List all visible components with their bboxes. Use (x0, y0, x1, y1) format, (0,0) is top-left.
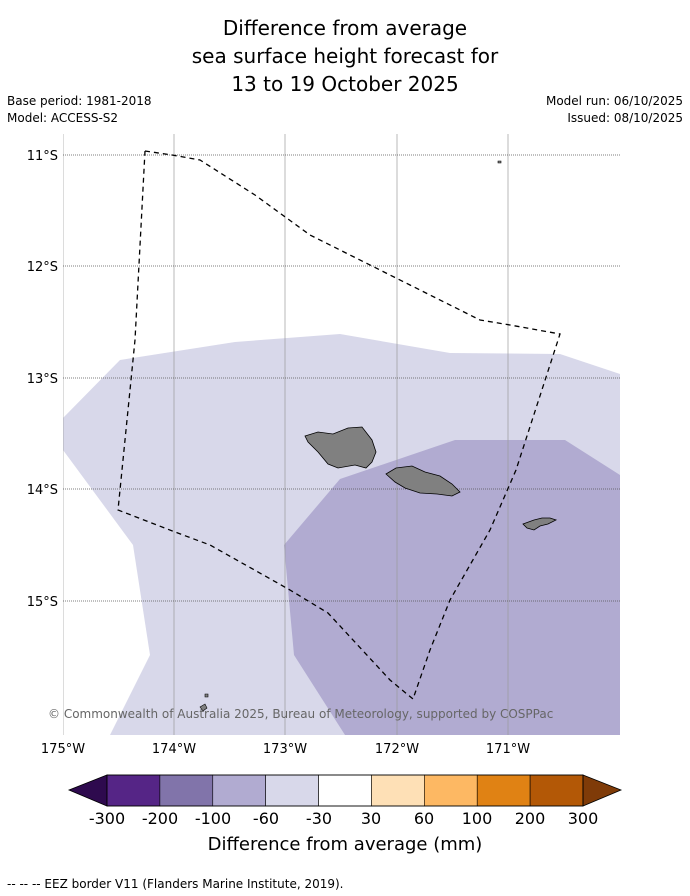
map-area (63, 134, 620, 735)
colorbar-cell (424, 774, 478, 807)
lon-label-174w: 174°W (152, 742, 196, 757)
colorbar-tick: 30 (361, 809, 381, 828)
base-period-text: Base period: 1981-2018 (7, 94, 152, 108)
latitude-labels: 11°S 12°S 13°S 14°S 15°S (27, 149, 58, 610)
colorbar-cell (529, 774, 584, 807)
eez-border (117, 150, 561, 701)
title-line-3: 13 to 19 October 2025 (231, 72, 459, 96)
lat-label-12s: 12°S (27, 260, 58, 275)
longitude-labels: 175°W 174°W 173°W 172°W 171°W (41, 742, 530, 757)
colorbar-tick: 300 (568, 809, 599, 828)
colorbar-tick: -60 (253, 809, 279, 828)
anomaly-region-dark (284, 440, 620, 735)
tutuila-island (522, 517, 558, 531)
colorbar-cell (212, 774, 266, 807)
colorbar-cell (265, 774, 319, 807)
lon-label-173w: 173°W (263, 742, 307, 757)
title-line-2: sea surface height forecast for (191, 44, 499, 68)
colorbar-cell (371, 774, 425, 807)
colorbar-extend-low (67, 774, 108, 807)
model-text: Model: ACCESS-S2 (7, 111, 119, 125)
lat-label-15s: 15°S (27, 595, 58, 610)
small-island-south (199, 703, 208, 712)
upolu-island (385, 465, 461, 497)
lat-label-14s: 14°S (27, 483, 58, 498)
small-island-north (497, 160, 502, 164)
issued-text: Issued: 08/10/2025 (567, 111, 683, 125)
colorbar-tick: 100 (462, 809, 493, 828)
colorbar-tick: -300 (89, 809, 125, 828)
colorbar-cell (159, 774, 214, 807)
colorbar-ticks: -300 -200 -100 -60 -30 30 60 100 200 300 (89, 809, 598, 828)
colorbar-label: Difference from average (mm) (208, 834, 483, 855)
colorbar-tick: -200 (142, 809, 178, 828)
colorbar-cell (318, 774, 372, 807)
colorbar-cell (106, 774, 161, 807)
title-line-1: Difference from average (222, 16, 468, 40)
model-run-text: Model run: 06/10/2025 (545, 94, 683, 108)
colorbar-tick: 200 (515, 809, 546, 828)
colorbar-tick: -30 (306, 809, 332, 828)
lon-label-175w: 175°W (41, 742, 85, 757)
colorbar-cells (106, 774, 584, 807)
copyright-text: © Commonwealth of Australia 2025, Bureau… (48, 707, 553, 721)
colorbar-extend-high (582, 774, 623, 807)
small-island-south-2 (204, 693, 209, 698)
colorbar: -300 -200 -100 -60 -30 30 60 100 200 300… (67, 774, 623, 855)
colorbar-cell (476, 774, 531, 807)
longitude-gridlines (63, 134, 509, 735)
meta-right: Model run: 06/10/2025 Issued: 08/10/2025 (546, 93, 683, 127)
colorbar-tick: 60 (414, 809, 434, 828)
lat-label-13s: 13°S (27, 372, 58, 387)
colorbar-frame (106, 774, 584, 807)
lon-label-171w: 171°W (486, 742, 530, 757)
map-title: Difference from average sea surface heig… (0, 14, 690, 98)
lon-label-172w: 172°W (375, 742, 419, 757)
latitude-gridlines (63, 154, 620, 602)
lat-label-11s: 11°S (27, 149, 58, 164)
savaii-island (304, 426, 377, 469)
meta-left: Base period: 1981-2018 Model: ACCESS-S2 (7, 93, 152, 127)
colorbar-tick: -100 (195, 809, 231, 828)
eez-legend-footnote: -- -- -- EEZ border V11 (Flanders Marine… (7, 877, 344, 891)
